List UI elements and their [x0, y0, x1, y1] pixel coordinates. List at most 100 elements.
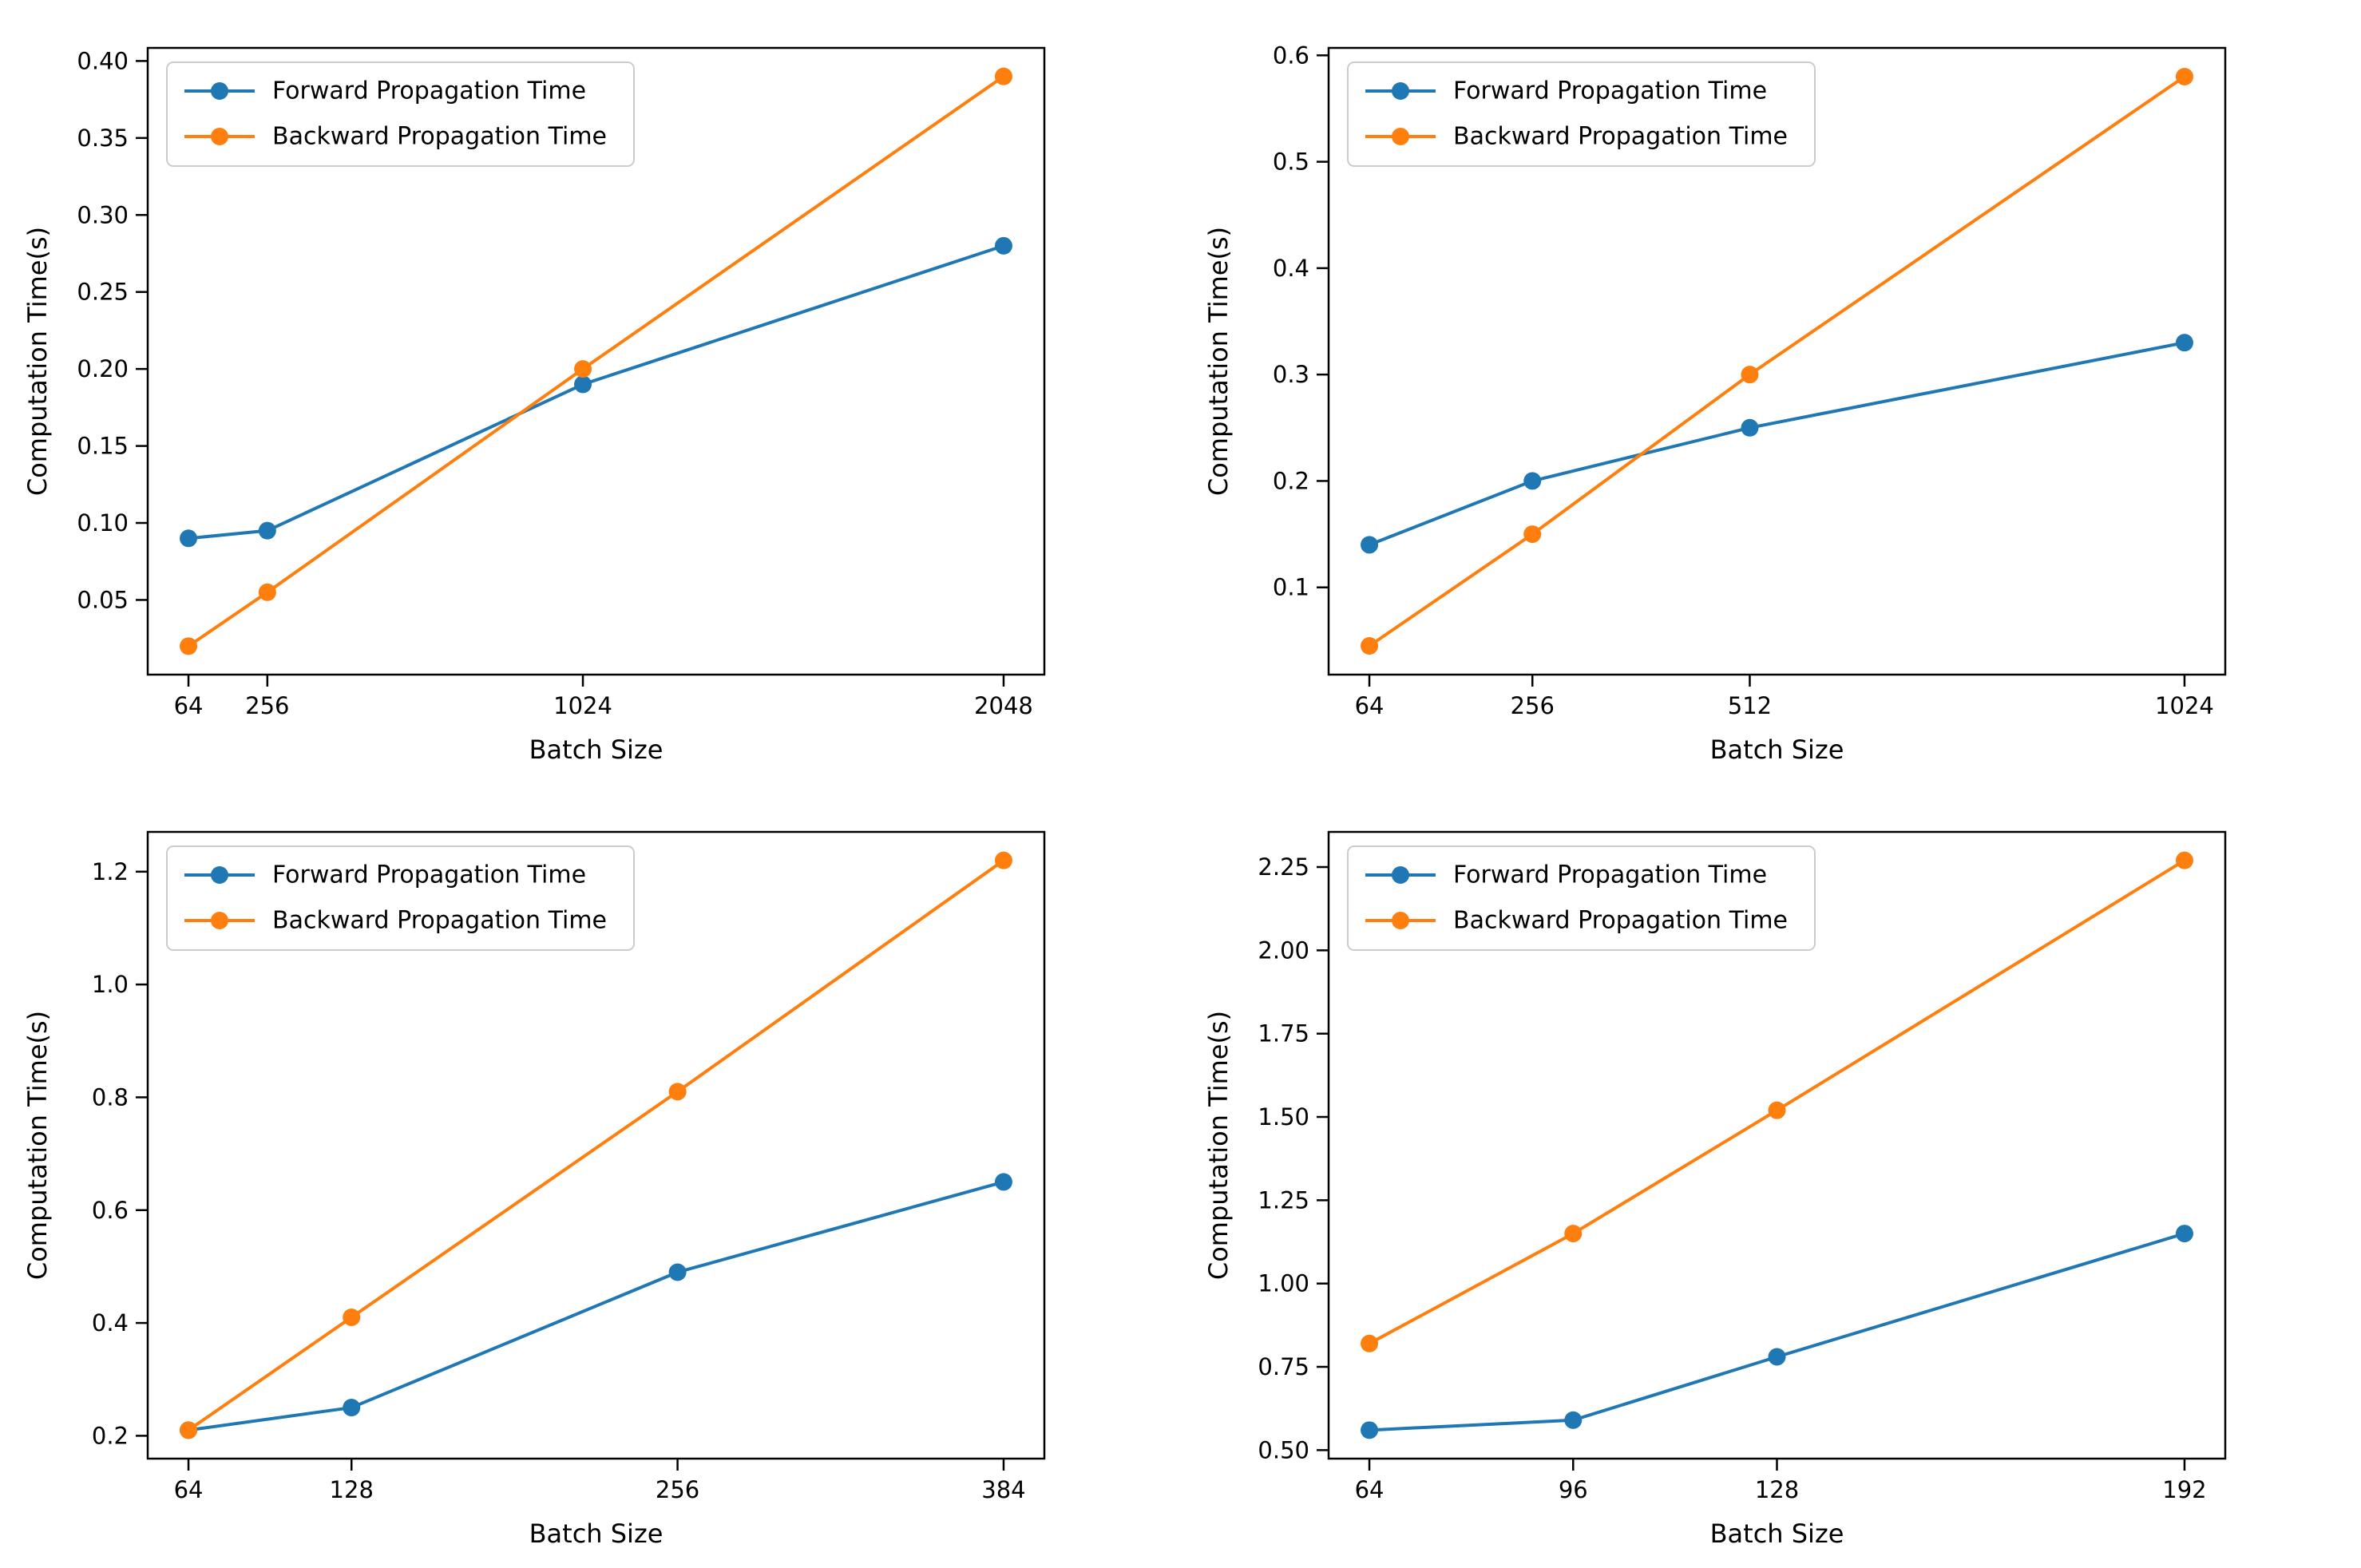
x-axis: 64 256 1024 2048 — [174, 675, 1033, 719]
y-tick-label: 0.5 — [1272, 148, 1309, 176]
y-axis-label: Computation Time(s) — [1203, 227, 1234, 496]
legend-box — [166, 845, 635, 951]
data-point-marker — [1360, 536, 1378, 554]
x-tick-label: 384 — [981, 1476, 1025, 1503]
x-tick-label: 96 — [1558, 1476, 1587, 1503]
x-tick-label: 128 — [330, 1476, 374, 1503]
legend: Forward Propagation Time Backward Propaga… — [1346, 61, 1816, 167]
legend-label: Forward Propagation Time — [272, 861, 586, 889]
series-backward — [180, 67, 1012, 655]
data-point-marker — [994, 851, 1012, 869]
subplot-top-right: 0.1 0.2 0.3 0.4 0.5 0.6 64 256 512 1024 Batch Size… — [1181, 0, 2361, 784]
chart-canvas: 0.50 0.75 1.00 1.25 1.50 1.75 2.00 2.25 64 96 128 1… — [1203, 830, 2226, 1549]
data-point-marker — [574, 360, 592, 378]
x-tick-label: 64 — [174, 1476, 204, 1503]
y-tick-label: 0.15 — [77, 433, 129, 460]
x-axis: 64 256 512 1024 — [1354, 675, 2213, 719]
data-point-marker — [2175, 67, 2193, 85]
x-axis-label: Batch Size — [1709, 1519, 1844, 1549]
data-point-marker — [180, 529, 198, 548]
subplot-top-left: 0.05 0.10 0.15 0.20 0.25 0.30 0.35 0.40 64 256 102… — [0, 0, 1180, 784]
data-point-marker — [180, 1421, 198, 1439]
data-point-marker — [994, 67, 1012, 85]
series-line — [1367, 858, 2186, 1345]
legend-sample-marker — [1391, 866, 1409, 884]
y-tick-label: 2.00 — [1258, 936, 1309, 964]
x-tick-label: 64 — [174, 692, 204, 719]
data-point-marker — [258, 583, 276, 601]
x-tick-label: 64 — [1354, 692, 1384, 719]
series-line — [187, 244, 1005, 540]
plot-area — [1327, 46, 2226, 676]
data-point-marker — [1360, 1421, 1378, 1439]
series-line — [1367, 74, 2186, 648]
data-point-marker — [1768, 1348, 1785, 1366]
y-axis: 0.1 0.2 0.3 0.4 0.5 0.6 — [1272, 42, 1329, 601]
data-point-marker — [1360, 1334, 1378, 1352]
y-tick-label: 0.4 — [1272, 255, 1309, 282]
x-tick-label: 256 — [1510, 692, 1554, 719]
y-axis-label: Computation Time(s) — [22, 227, 53, 496]
y-tick-label: 0.6 — [1272, 42, 1309, 69]
data-point-marker — [2175, 1225, 2193, 1243]
y-axis: 0.2 0.4 0.6 0.8 1.0 1.2 — [92, 858, 148, 1449]
y-tick-label: 1.25 — [1258, 1186, 1309, 1214]
y-tick-label: 0.8 — [92, 1083, 129, 1111]
legend-sample-marker — [211, 82, 228, 100]
data-point-marker — [2175, 334, 2193, 352]
y-tick-label: 0.40 — [77, 47, 129, 74]
series-line — [187, 858, 1005, 1432]
series-forward — [180, 236, 1012, 548]
legend-sample-marker — [1391, 128, 1409, 145]
series-forward — [1360, 334, 2193, 554]
legend-label: Forward Propagation Time — [1453, 861, 1767, 889]
legend-box — [1346, 61, 1816, 167]
data-point-marker — [1563, 1225, 1582, 1243]
legend: Forward Propagation Time Backward Propaga… — [1346, 845, 1816, 951]
series-backward — [1360, 851, 2193, 1352]
data-point-marker — [1768, 1101, 1785, 1119]
legend-sample-marker — [1391, 912, 1409, 929]
y-tick-label: 0.6 — [92, 1197, 129, 1224]
data-point-marker — [1740, 418, 1758, 437]
legend: Forward Propagation Time Backward Propaga… — [166, 845, 635, 951]
chart-canvas: 0.2 0.4 0.6 0.8 1.0 1.2 64 128 256 384 Batch Size C… — [22, 830, 1046, 1549]
legend: Forward Propagation Time Backward Propaga… — [166, 61, 635, 167]
data-point-marker — [668, 1083, 687, 1101]
data-point-marker — [1360, 637, 1378, 655]
x-axis-label: Batch Size — [1709, 735, 1844, 765]
y-tick-label: 1.50 — [1258, 1103, 1309, 1130]
x-tick-label: 256 — [245, 692, 289, 719]
data-point-marker — [343, 1399, 361, 1417]
data-point-marker — [1740, 366, 1758, 384]
y-tick-label: 0.2 — [1272, 467, 1309, 494]
y-tick-label: 1.75 — [1258, 1020, 1309, 1047]
series-backward — [180, 851, 1012, 1439]
y-tick-label: 1.2 — [92, 858, 129, 885]
legend-label: Backward Propagation Time — [272, 907, 607, 935]
chart-canvas: 0.1 0.2 0.3 0.4 0.5 0.6 64 256 512 1024 Batch Size… — [1203, 42, 2226, 765]
plot-area — [146, 830, 1046, 1460]
data-point-marker — [2175, 851, 2193, 869]
x-tick-label: 2048 — [974, 692, 1033, 719]
chart-canvas: 0.05 0.10 0.15 0.20 0.25 0.30 0.35 0.40 64 256 102… — [22, 46, 1046, 765]
y-tick-label: 0.05 — [77, 586, 129, 613]
data-point-marker — [994, 1173, 1012, 1191]
x-tick-label: 64 — [1354, 1476, 1384, 1503]
y-tick-label: 0.20 — [77, 355, 129, 382]
series-forward — [1360, 1225, 2193, 1439]
y-tick-label: 0.50 — [1258, 1436, 1309, 1463]
x-axis-label: Batch Size — [529, 735, 664, 765]
legend-sample-marker — [211, 912, 228, 929]
data-point-marker — [1563, 1411, 1582, 1429]
y-axis: 0.05 0.10 0.15 0.20 0.25 0.30 0.35 0.40 — [77, 47, 148, 613]
subplot-bottom-right: 0.50 0.75 1.00 1.25 1.50 1.75 2.00 2.25 64 96 128 1… — [1181, 784, 2361, 1568]
series-line — [1367, 341, 2186, 547]
data-point-marker — [994, 236, 1012, 255]
data-point-marker — [258, 521, 276, 540]
x-axis-label: Batch Size — [529, 1519, 664, 1549]
series-backward — [1360, 67, 2193, 655]
legend-sample-marker — [1391, 82, 1409, 100]
x-tick-label: 1024 — [2155, 692, 2214, 719]
